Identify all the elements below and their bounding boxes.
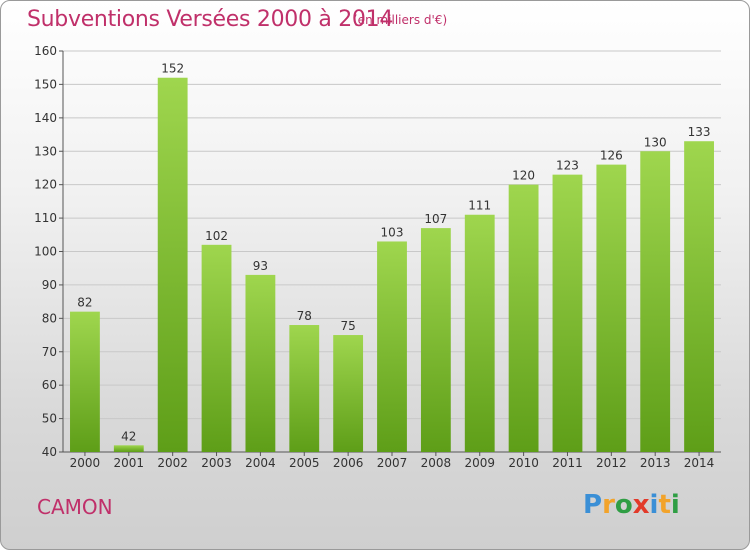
y-tick-label: 40 (42, 445, 57, 459)
x-tick-label: 2012 (596, 456, 627, 470)
bar-value-label: 133 (688, 125, 711, 139)
x-tick-label: 2003 (201, 456, 232, 470)
x-tick-label: 2004 (245, 456, 276, 470)
y-tick-label: 130 (34, 144, 57, 158)
bar-value-label: 120 (512, 169, 535, 183)
bar (508, 184, 539, 452)
bar-value-label: 152 (161, 62, 184, 76)
bar (201, 244, 232, 452)
bar-value-label: 102 (205, 229, 228, 243)
y-tick-label: 140 (34, 111, 57, 125)
logo-letter: x (632, 490, 650, 520)
x-tick-label: 2011 (552, 456, 583, 470)
chart-title: Subventions Versées 2000 à 2014 (27, 7, 394, 32)
y-tick-label: 80 (42, 311, 57, 325)
bar-value-label: 103 (381, 225, 404, 239)
y-tick-label: 90 (42, 278, 57, 292)
y-tick-label: 120 (34, 178, 57, 192)
proxiti-logo: Proxiti (583, 490, 680, 520)
y-tick-label: 60 (42, 378, 57, 392)
bar (640, 151, 671, 452)
bar (70, 311, 100, 452)
logo-letter: t (658, 490, 671, 520)
y-tick-label: 160 (34, 44, 57, 58)
x-tick-label: 2009 (464, 456, 495, 470)
bar-value-label: 82 (77, 296, 92, 310)
logo-letter: r (602, 490, 615, 520)
logo-letter: i (670, 490, 680, 520)
y-tick-label: 50 (42, 412, 57, 426)
chart-subtitle: (en milliers d'€) (353, 13, 448, 27)
x-tick-label: 2010 (508, 456, 539, 470)
bar (113, 445, 144, 452)
bar (420, 228, 451, 452)
x-tick-label: 2008 (421, 456, 452, 470)
bar (377, 241, 407, 452)
y-tick-label: 150 (34, 77, 57, 91)
bar-value-label: 126 (600, 149, 623, 163)
x-tick-label: 2006 (333, 456, 364, 470)
y-tick-label: 100 (34, 245, 57, 259)
bar-value-label: 107 (424, 212, 447, 226)
logo-letter: i (649, 490, 659, 520)
logo-letter: o (614, 490, 633, 520)
bar-value-label: 93 (253, 259, 268, 273)
y-tick-label: 70 (42, 345, 57, 359)
bar-value-label: 75 (340, 319, 355, 333)
logo-letter: P (583, 490, 603, 520)
bar (684, 141, 714, 452)
bar (157, 77, 188, 452)
bar (464, 214, 495, 452)
commune-name: CAMON (37, 495, 113, 519)
bar (245, 274, 276, 452)
x-tick-label: 2005 (289, 456, 320, 470)
bar-value-label: 123 (556, 159, 579, 173)
x-tick-label: 2000 (70, 456, 101, 470)
bar (596, 164, 627, 452)
bars (70, 77, 714, 452)
x-tick-label: 2013 (640, 456, 671, 470)
y-tick-label: 110 (34, 211, 57, 225)
bar-value-label: 130 (644, 135, 667, 149)
tick-labels: 40 50 60 70 80 90 100 110 120 130 140 150 160 2000 200… (34, 44, 714, 470)
x-tick-label: 2001 (114, 456, 145, 470)
x-tick-label: 2014 (684, 456, 715, 470)
x-tick-label: 2002 (157, 456, 188, 470)
bar (333, 335, 364, 452)
bar-value-label: 42 (121, 429, 136, 443)
bar-value-label: 78 (297, 309, 312, 323)
bar-value-label: 111 (468, 199, 491, 213)
bar-labels: 82 42 152 102 93 78 75 103 107 111 120 123 126 130 133 (77, 62, 710, 444)
bar (289, 325, 320, 452)
x-tick-label: 2007 (377, 456, 408, 470)
bar (552, 174, 583, 452)
